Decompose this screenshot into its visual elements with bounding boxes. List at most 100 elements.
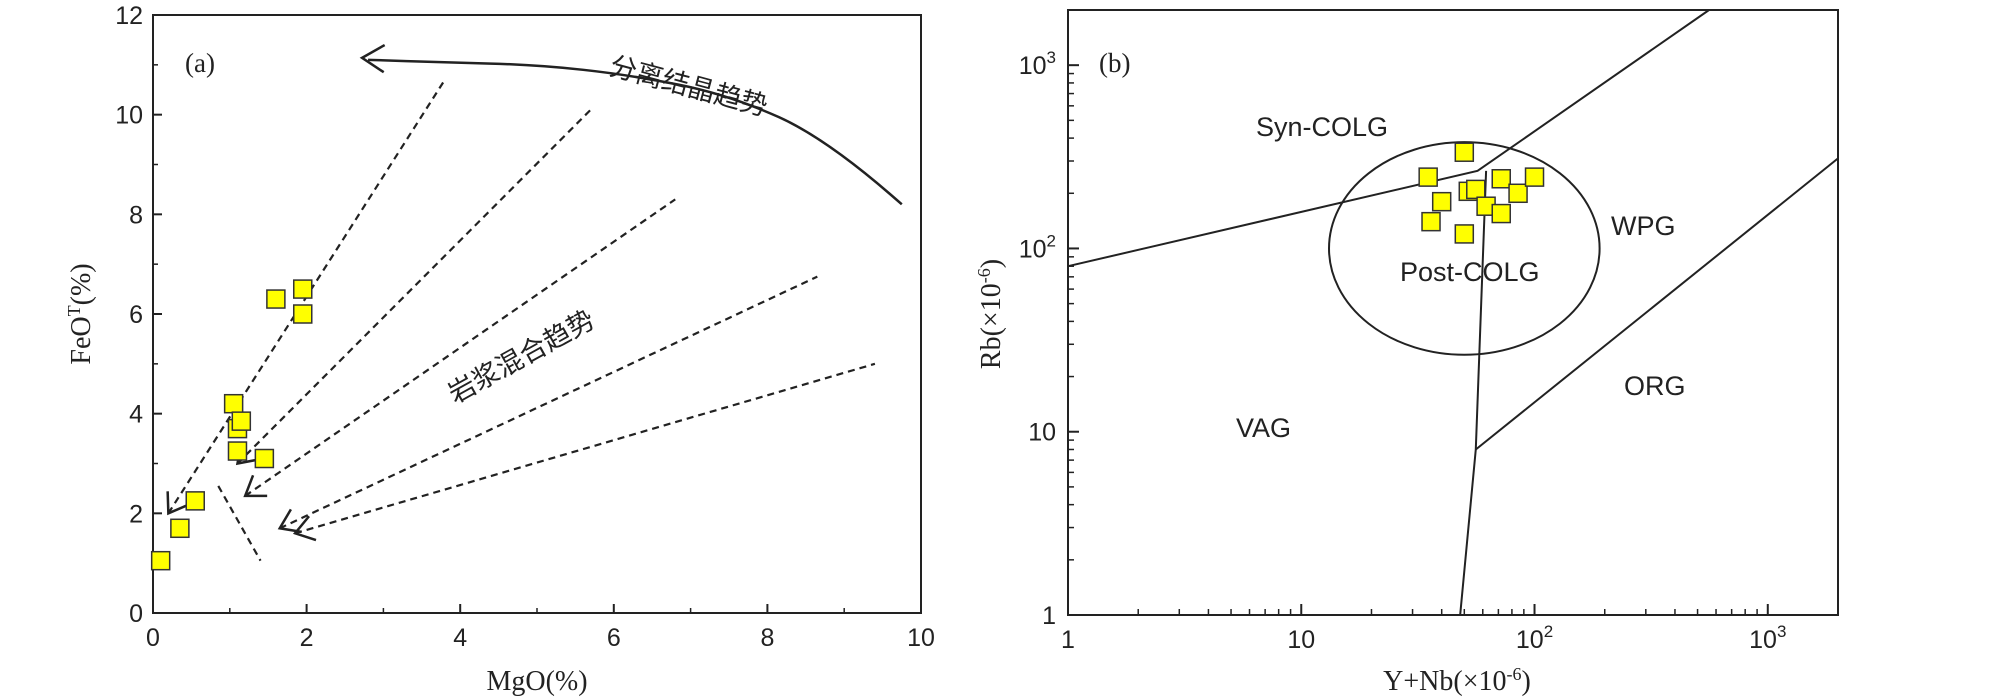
panel-b-data-point — [1491, 203, 1511, 224]
panel-b-y-tick-label: 103 — [1019, 48, 1056, 80]
panel-a-data-points — [150, 279, 313, 571]
panel-b-y-axis-label: Rb(×10-6) — [974, 259, 1007, 369]
panel-b-y-label-tail: ) — [976, 259, 1007, 268]
tick-base: 10 — [1516, 626, 1544, 654]
panel-a-dashed-trend-line — [294, 362, 876, 535]
fractional-crystallization-annotation: 分离结晶趋势 — [606, 51, 771, 123]
panel-a-data-point — [293, 279, 313, 299]
panel-a-data-point — [185, 491, 205, 511]
panel-a-data-point — [254, 448, 275, 469]
panel-a-x-tick-label: 0 — [146, 624, 160, 652]
panel-b-discrimination-boundaries — [1067, 9, 1839, 616]
panel-a-data-point — [231, 411, 252, 431]
tick-exponent: 2 — [1047, 231, 1056, 250]
panel-b-y-label-main: Rb(×10 — [976, 283, 1007, 369]
panel-a-y-label-main: FeO — [66, 316, 97, 364]
magma-mixing-arrowhead — [166, 491, 190, 516]
panel-b-data-point — [1418, 167, 1438, 187]
tick-base: 10 — [1028, 419, 1056, 447]
magma-mixing-arrowhead — [243, 474, 268, 498]
panel-a-frame — [152, 14, 922, 614]
panel-a: 0 2 4 6 8 10 0 2 4 6 8 10 12 (a) 分离结晶趋势 岩浆混合趋势 MgO(… — [64, 2, 935, 697]
panel-a-x-tick-label: 2 — [300, 624, 314, 652]
tick-base: 10 — [1019, 52, 1047, 80]
tick-base: 1 — [1042, 602, 1056, 630]
region-post-colg: Post-COLG — [1400, 257, 1540, 287]
panel-b-data-point — [1491, 169, 1511, 189]
tick-base: 10 — [1019, 235, 1047, 263]
fractional-crystallization-curve — [367, 58, 903, 206]
magma-mixing-arrowhead — [277, 508, 302, 534]
panel-a-data-point — [170, 518, 190, 539]
panel-b-data-point — [1454, 142, 1475, 162]
region-vag: VAG — [1236, 413, 1291, 443]
panel-b-boundary-line — [1475, 157, 1839, 451]
panel-b-frame — [1067, 9, 1839, 616]
region-wpg: WPG — [1611, 211, 1676, 241]
post-colg-circle — [1328, 141, 1601, 356]
panel-b-data-point — [1454, 224, 1475, 244]
magma-mixing-annotation: 岩浆混合趋势 — [443, 304, 600, 410]
tick-base: 1 — [1061, 626, 1075, 654]
panel-a-y-tick-label: 10 — [115, 102, 143, 130]
panel-b-x-tick-label: 103 — [1749, 622, 1786, 654]
panel-a-y-tick-label: 12 — [115, 2, 143, 30]
panel-a-arrowheads — [166, 43, 386, 542]
panel-a-x-tick-label: 10 — [907, 624, 935, 652]
panel-a-x-ticks: 0 2 4 6 8 10 — [146, 604, 935, 652]
panel-a-y-axis-label: FeOT(%) — [64, 263, 97, 364]
panel-b-label: (b) — [1099, 48, 1130, 78]
panel-a-data-point — [150, 550, 171, 571]
tick-base: 10 — [1287, 626, 1315, 654]
panel-a-y-tick-label: 0 — [129, 600, 143, 628]
region-syn-colg: Syn-COLG — [1256, 112, 1388, 142]
tick-exponent: 3 — [1047, 48, 1056, 67]
tick-base: 10 — [1749, 626, 1777, 654]
panel-b-y-tick-label: 10 — [1028, 419, 1056, 447]
tick-exponent: 2 — [1544, 622, 1553, 641]
panel-b-x-label-main: Y+Nb(×10 — [1383, 666, 1506, 697]
panel-b-x-label-sup: -6 — [1507, 664, 1522, 684]
panel-b-x-tick-label: 102 — [1516, 622, 1553, 654]
panel-a-dashed-trend-line — [244, 198, 676, 497]
panel-a-x-tick-label: 6 — [607, 624, 621, 652]
panel-a-data-point — [266, 289, 286, 309]
panel-b-data-point — [1508, 183, 1528, 204]
fractional-crystallization-arrowhead — [359, 43, 386, 74]
panel-b-data-point — [1431, 191, 1452, 212]
panel-a-y-label-tail: (%) — [66, 263, 97, 305]
panel-a-dashed-trend-line — [236, 108, 592, 465]
panel-b-x-ticks: 1 10 102 103 — [1061, 604, 1839, 654]
panel-b-x-axis-label: Y+Nb(×10-6) — [1383, 664, 1531, 697]
panel-b-y-label-sup: -6 — [974, 268, 994, 283]
panel-a-data-point — [227, 441, 248, 461]
panel-a-x-tick-label: 4 — [453, 624, 467, 652]
panel-b-data-point — [1421, 211, 1441, 232]
panel-b-y-tick-label: 1 — [1042, 602, 1056, 630]
panel-a-x-axis-label: MgO(%) — [486, 666, 587, 697]
region-org: ORG — [1624, 371, 1686, 401]
panel-a-dashed-trend-line — [217, 485, 262, 562]
panel-b-data-points — [1418, 142, 1545, 244]
panel-b-x-tick-label: 1 — [1061, 626, 1075, 654]
panel-a-data-point — [293, 304, 313, 324]
panel-a-y-tick-label: 6 — [129, 301, 143, 329]
panel-b-x-tick-label: 10 — [1287, 626, 1315, 654]
panel-b-data-point — [1466, 179, 1486, 200]
panel-b-x-label-tail: ) — [1522, 666, 1531, 697]
panel-b-y-tick-label: 102 — [1019, 231, 1056, 263]
panel-a-x-tick-label: 8 — [760, 624, 774, 652]
magma-mixing-arrowhead — [292, 515, 317, 542]
panel-a-label: (a) — [185, 48, 215, 78]
panel-b-boundary-line — [1067, 9, 1710, 268]
panel-a-dashed-trend-line — [279, 275, 818, 530]
panel-a-y-label-sup: T — [64, 305, 84, 316]
panel-a-dashed-trend-lines — [167, 79, 876, 562]
panel-a-y-tick-label: 2 — [129, 500, 143, 528]
tick-exponent: 3 — [1777, 622, 1786, 641]
panel-a-data-point — [223, 393, 244, 414]
panel-a-y-tick-label: 4 — [129, 401, 143, 429]
